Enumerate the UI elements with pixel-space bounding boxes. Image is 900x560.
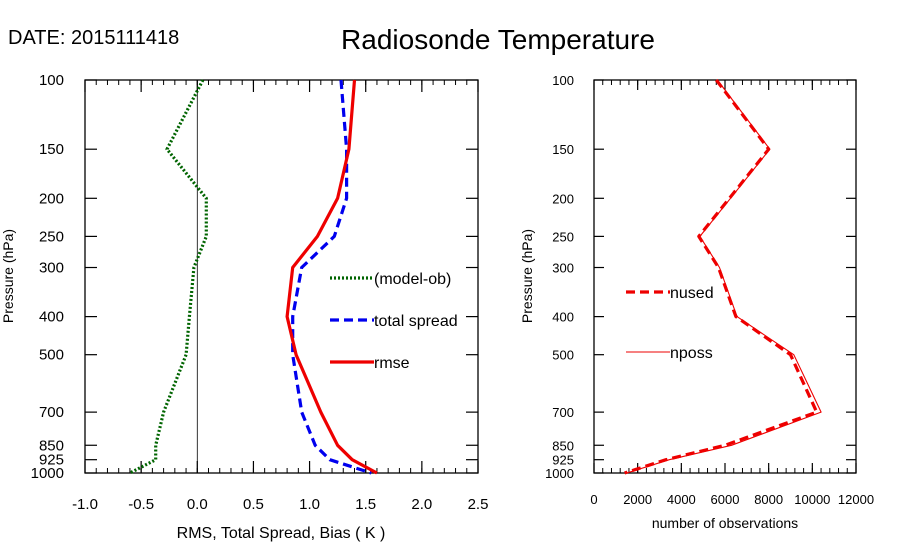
series-line-nused [624, 79, 819, 475]
y-tick-label: 1000 [31, 465, 64, 482]
series-line-model-ob [129, 79, 208, 475]
y-tick-label: 100 [39, 72, 64, 89]
chart-title: Radiosonde Temperature [341, 24, 655, 55]
x-tick-label: 4000 [667, 492, 696, 507]
legend-label: rmse [374, 355, 410, 372]
y-tick-label: 100 [552, 73, 574, 88]
x-tick-label: 0.5 [243, 496, 264, 513]
x-tick-label: 1.0 [299, 496, 320, 513]
y-tick-label: 300 [552, 261, 574, 276]
x-tick-label: 2.5 [468, 496, 489, 513]
right-x-axis-title: number of observations [652, 515, 798, 531]
y-tick-label: 400 [552, 310, 574, 325]
y-tick-label: 1000 [545, 466, 574, 481]
y-tick-label: 925 [552, 453, 574, 468]
y-tick-label: 500 [552, 348, 574, 363]
x-tick-label: 10000 [794, 492, 830, 507]
x-tick-label: 1.5 [355, 496, 376, 513]
x-tick-label: 0.0 [187, 496, 208, 513]
x-tick-label: 2.0 [411, 496, 432, 513]
left-panel: RMS, Total Spread, Bias ( K ) Pressure (… [0, 79, 479, 542]
y-tick-label: 300 [39, 260, 64, 277]
x-tick-label: 6000 [711, 492, 740, 507]
series-line-total-spread [291, 79, 372, 475]
legend-label: (model-ob) [374, 271, 451, 288]
x-tick-label: -1.0 [72, 496, 98, 513]
legend-label: total spread [374, 313, 458, 330]
x-tick-label: -0.5 [128, 496, 154, 513]
y-tick-label: 700 [39, 404, 64, 421]
series-line-nposs [626, 79, 822, 474]
x-tick-label: 2000 [623, 492, 652, 507]
series-line-rmse [285, 79, 378, 475]
y-tick-label: 700 [552, 405, 574, 420]
x-tick-label: 12000 [838, 492, 874, 507]
y-tick-label: 250 [552, 229, 574, 244]
y-tick-label: 850 [39, 437, 64, 454]
y-tick-label: 850 [552, 438, 574, 453]
x-tick-label: 0 [590, 492, 597, 507]
y-tick-label: 150 [39, 141, 64, 158]
y-tick-label: 200 [552, 191, 574, 206]
left-plot-frame [84, 79, 479, 474]
legend-label: nposs [670, 345, 713, 362]
y-tick-label: 500 [39, 347, 64, 364]
date-label: DATE: 2015111418 [8, 27, 179, 49]
left-x-axis-title: RMS, Total Spread, Bias ( K ) [177, 525, 386, 542]
y-tick-label: 925 [39, 452, 64, 469]
y-tick-label: 400 [39, 309, 64, 326]
x-tick-label: 8000 [754, 492, 783, 507]
right-y-axis-title: Pressure (hPa) [519, 229, 535, 323]
y-tick-label: 250 [39, 228, 64, 245]
y-tick-label: 150 [552, 142, 574, 157]
y-tick-label: 200 [39, 190, 64, 207]
legend-label: nused [670, 285, 714, 302]
left-y-axis-title: Pressure (hPa) [0, 229, 16, 323]
